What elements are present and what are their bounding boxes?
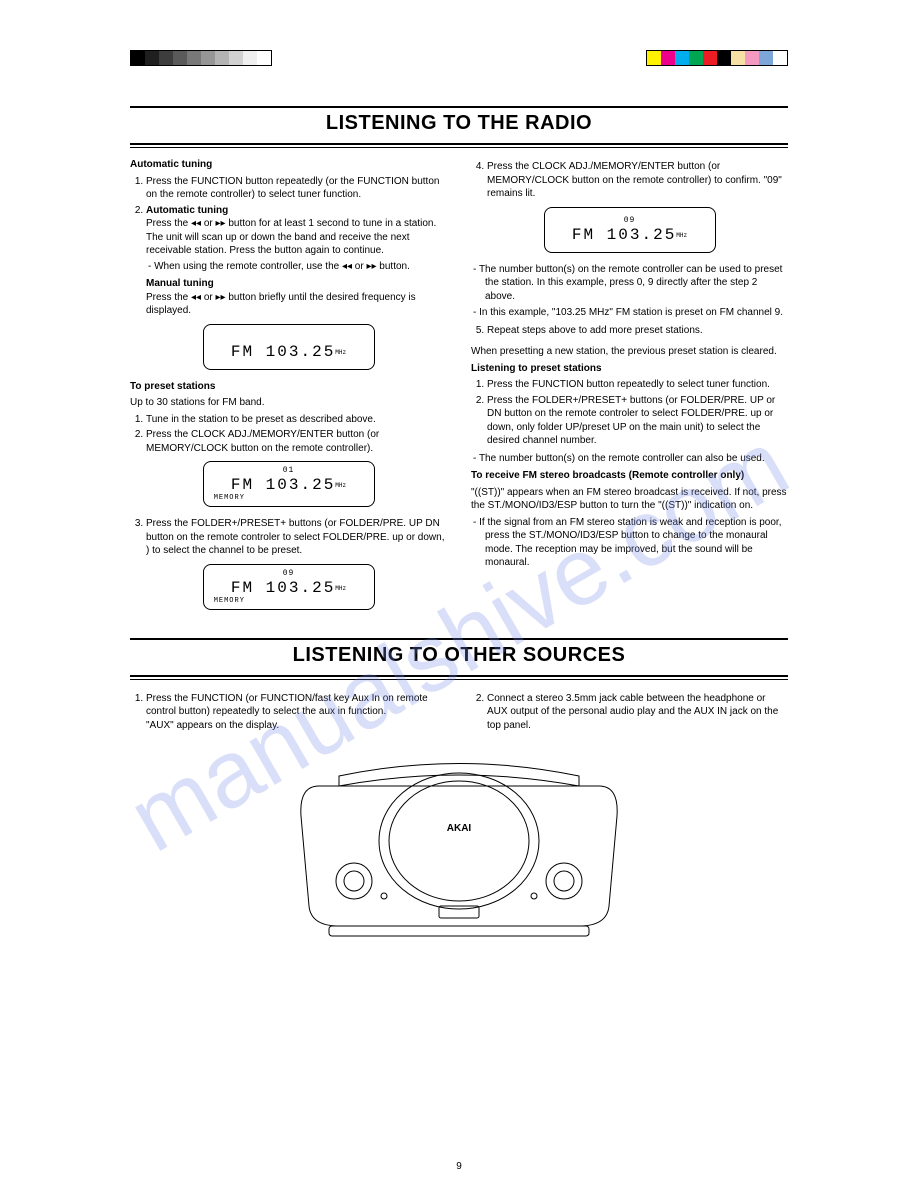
heading-stereo: To receive FM stereo broadcasts (Remote …	[471, 469, 788, 483]
lcd-text: FM 103.25	[231, 476, 335, 494]
lcd-text: FM 103.25	[572, 226, 676, 244]
body-text: Up to 30 stations for FM band.	[130, 396, 447, 410]
sub-heading: Manual tuning	[146, 278, 214, 289]
right-column: Connect a stereo 3.5mm jack cable betwee…	[471, 690, 788, 737]
body-text: When using the remote controller, use th…	[160, 260, 447, 274]
lcd-display: 01 FM 103.25MHz MEMORY	[203, 461, 375, 507]
body-text: Press the FUNCTION button repeatedly (or…	[146, 175, 447, 202]
body-text: Automatic tuning Press the ◂◂ or ▸▸ butt…	[146, 204, 447, 318]
sub-heading: Automatic tuning	[146, 205, 228, 216]
body-text: In this example, "103.25 MHz" FM station…	[485, 306, 788, 320]
lcd-small: MEMORY	[214, 597, 364, 605]
heading-preset: To preset stations	[130, 380, 447, 394]
rule-divider: LISTENING TO THE RADIO	[130, 106, 788, 148]
body-text: Press the CLOCK ADJ./MEMORY/ENTER button…	[146, 428, 447, 455]
rule-divider: LISTENING TO OTHER SOURCES	[130, 638, 788, 680]
body-text: Repeat steps above to add more preset st…	[487, 324, 788, 338]
body-text: Connect a stereo 3.5mm jack cable betwee…	[487, 692, 788, 733]
body-text: Press the FUNCTION (or FUNCTION/fast key…	[146, 692, 447, 733]
body-text: Tune in the station to be preset as desc…	[146, 413, 447, 427]
lcd-unit: MHz	[676, 232, 687, 239]
lcd-display: 09 FM 103.25MHz MEMORY	[203, 564, 375, 610]
lcd-top: 09	[624, 216, 636, 226]
section-title-radio: LISTENING TO THE RADIO	[130, 112, 788, 135]
lcd-text: FM 103.25	[231, 343, 335, 361]
left-column: Automatic tuning Press the FUNCTION butt…	[130, 158, 447, 620]
body-text: "((ST))" appears when an FM stereo broad…	[471, 486, 788, 513]
body-text: Press the FOLDER+/PRESET+ buttons (or FO…	[146, 518, 444, 543]
registration-bar	[130, 50, 788, 66]
body-text: If the signal from an FM stereo station …	[485, 516, 788, 570]
radio-columns: Automatic tuning Press the FUNCTION butt…	[130, 158, 788, 620]
heading-listen-preset: Listening to preset stations	[471, 362, 788, 376]
other-columns: Press the FUNCTION (or FUNCTION/fast key…	[130, 690, 788, 737]
lcd-small: MEMORY	[214, 494, 364, 502]
lcd-text: FM 103.25	[231, 579, 335, 597]
section-title-other: LISTENING TO OTHER SOURCES	[130, 644, 788, 667]
body-text: The number button(s) on the remote contr…	[485, 452, 788, 466]
color-swatches	[646, 50, 788, 66]
lcd-unit: MHz	[335, 585, 346, 592]
body-text: Press the CLOCK ADJ./MEMORY/ENTER button…	[487, 160, 788, 201]
page-number: 9	[456, 1161, 462, 1172]
lcd-unit: MHz	[335, 349, 346, 356]
lcd-top: 09	[283, 569, 295, 579]
body-text: Press the ◂◂ or ▸▸ button for at least 1…	[146, 218, 436, 256]
brand-label: AKAI	[447, 823, 472, 834]
body-text: The number button(s) on the remote contr…	[485, 263, 788, 304]
body-text: Press the ◂◂ or ▸▸ button briefly until …	[146, 292, 416, 317]
heading-auto-tuning: Automatic tuning	[130, 158, 447, 172]
body-text: Press the FUNCTION (or FUNCTION/fast key…	[146, 693, 428, 718]
body-text: When presetting a new station, the previ…	[471, 345, 788, 359]
manual-page: manualshive.com LISTENING TO THE RADIO A…	[0, 0, 918, 1188]
body-text: "AUX" appears on the display.	[146, 720, 279, 731]
lcd-display: FM 103.25MHz	[203, 324, 375, 370]
body-text: Press the FOLDER+/PRESET+ buttons (or FO…	[487, 394, 788, 448]
body-text: ) to select the channel to be preset.	[146, 545, 302, 556]
right-column: Press the CLOCK ADJ./MEMORY/ENTER button…	[471, 158, 788, 620]
left-column: Press the FUNCTION (or FUNCTION/fast key…	[130, 690, 447, 737]
lcd-top: 01	[283, 466, 295, 476]
lcd-unit: MHz	[335, 482, 346, 489]
boombox-illustration: AKAI	[279, 746, 639, 946]
grayscale-swatches	[130, 50, 272, 66]
lcd-display: 09 FM 103.25MHz	[544, 207, 716, 253]
body-text: Press the FOLDER+/PRESET+ buttons (or FO…	[146, 517, 447, 558]
body-text: Press the FUNCTION button repeatedly to …	[487, 378, 788, 392]
